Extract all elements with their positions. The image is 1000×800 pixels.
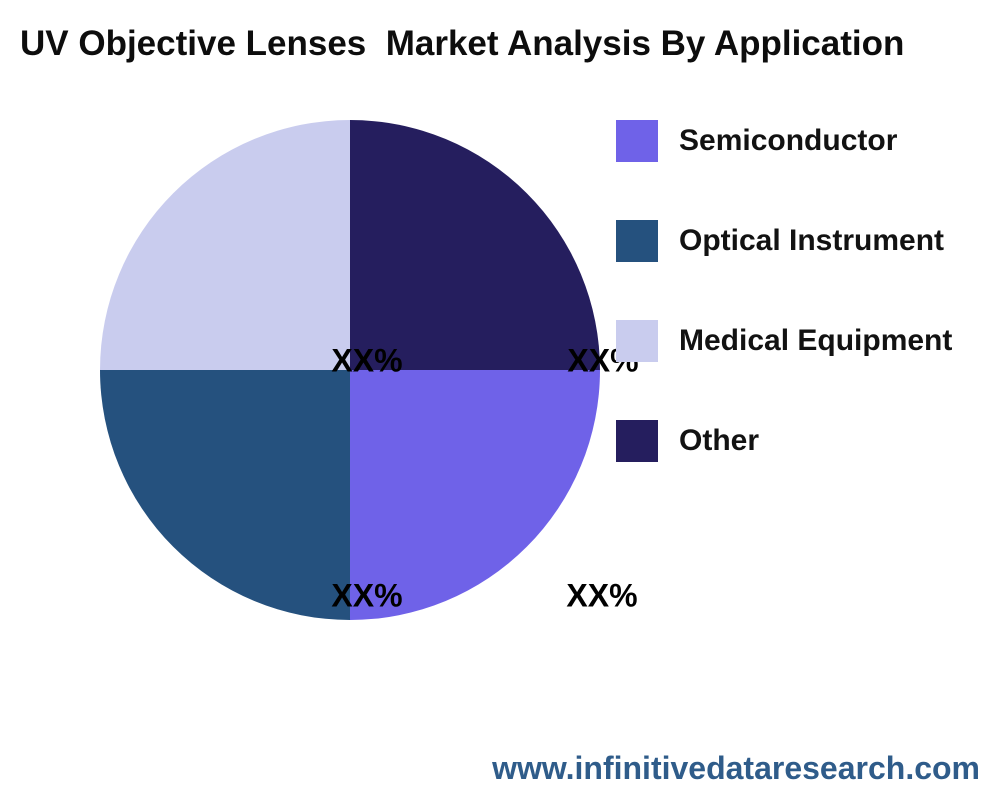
slice-value-label-optical-instrument: XX%: [331, 577, 403, 614]
legend-label-other: Other: [679, 424, 760, 457]
legend: Semiconductor Optical Instrument Medical…: [616, 120, 952, 520]
legend-swatch-medical-equipment: [616, 320, 658, 362]
chart-title: UV Objective Lenses Market Analysis By A…: [20, 24, 905, 63]
legend-label-optical-instrument: Optical Instrument: [679, 224, 945, 257]
legend-swatch-optical-instrument: [616, 220, 658, 262]
legend-item-optical-instrument: Optical Instrument: [616, 220, 952, 262]
pie-chart: XX% XX% XX% XX%: [100, 120, 639, 620]
legend-swatch-other: [616, 420, 658, 462]
slice-value-label-semiconductor: XX%: [566, 577, 638, 614]
legend-swatch-semiconductor: [616, 120, 658, 162]
slice-value-label-medical-equipment: XX%: [331, 342, 403, 379]
legend-item-semiconductor: Semiconductor: [616, 120, 952, 162]
footer-url: www.infinitivedataresearch.com: [492, 750, 980, 786]
legend-item-medical-equipment: Medical Equipment: [616, 320, 952, 362]
legend-label-medical-equipment: Medical Equipment: [679, 324, 953, 357]
legend-item-other: Other: [616, 420, 952, 462]
legend-label-semiconductor: Semiconductor: [679, 124, 898, 157]
